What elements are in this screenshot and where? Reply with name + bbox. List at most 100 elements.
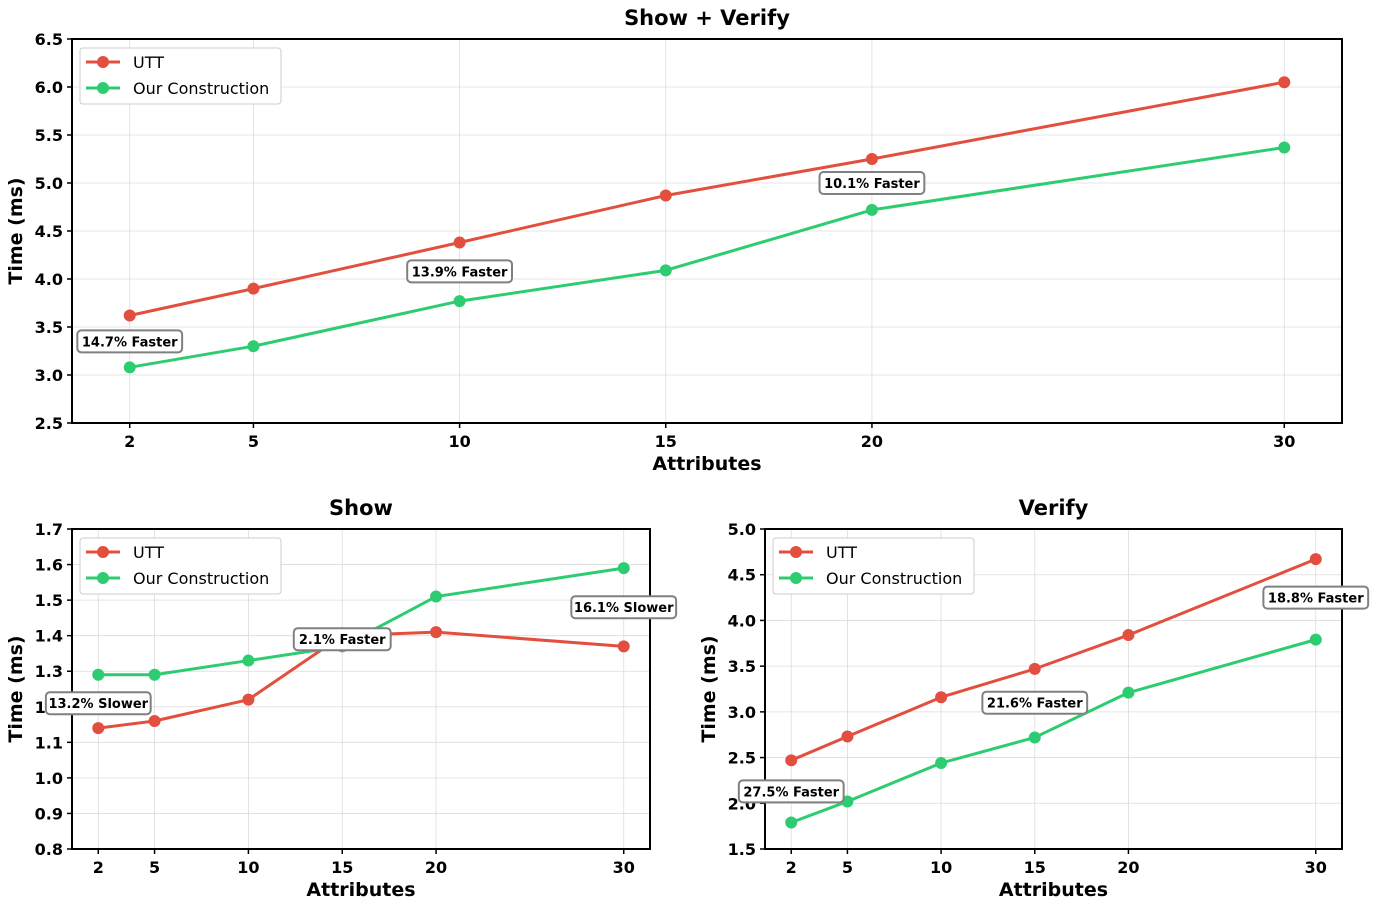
data-point-our-construction	[1028, 731, 1041, 744]
x-tick-label: 10	[237, 858, 259, 877]
legend-label: Our Construction	[133, 569, 269, 588]
x-axis-label: Attributes	[652, 453, 761, 475]
annotation: 21.6% Faster	[981, 690, 1089, 715]
data-point-our-construction	[659, 264, 672, 277]
x-tick-label: 30	[613, 858, 635, 877]
y-axis-label: Time (ms)	[5, 635, 27, 742]
legend-marker	[97, 546, 109, 558]
data-point-our-construction	[617, 562, 630, 575]
annotation-label: 16.1% Slower	[574, 601, 674, 616]
legend-marker	[97, 82, 109, 94]
data-point-our-construction	[123, 361, 136, 374]
annotation-label: 13.2% Slower	[48, 697, 148, 712]
data-point-our-construction	[935, 757, 948, 770]
x-axis-label: Attributes	[999, 879, 1108, 901]
data-point-our-construction	[148, 668, 161, 681]
series-line-utt	[98, 630, 624, 730]
legend-label: Our Construction	[133, 79, 269, 98]
series-line-utt	[129, 80, 1285, 317]
series-line-our-construction	[129, 145, 1285, 369]
data-point-utt	[247, 282, 260, 295]
y-tick-label: 1.1	[35, 733, 63, 752]
data-point-our-construction	[1122, 686, 1135, 699]
x-tick-label: 2	[93, 858, 104, 877]
plot-frame	[71, 528, 651, 850]
y-axis-label: Time (ms)	[698, 635, 720, 742]
data-point-utt	[148, 715, 161, 727]
legend-label: UTT	[133, 53, 164, 72]
data-point-utt	[430, 626, 443, 639]
legend-box	[772, 537, 975, 595]
y-tick-label: 6.5	[35, 30, 63, 49]
data-point-utt	[785, 754, 798, 767]
x-tick-label: 10	[930, 858, 952, 877]
x-tick-label: 2	[124, 432, 135, 451]
legend: UTT Our Construction	[79, 47, 282, 105]
legend-marker	[97, 56, 109, 68]
legend-box	[79, 537, 282, 595]
annotation: 18.8% Faster	[1262, 585, 1370, 610]
data-point-utt	[659, 189, 672, 202]
chart-panel-2: 25101520300.80.91.01.11.21.31.41.51.61.7…	[5, 496, 678, 901]
data-point-utt	[242, 693, 255, 706]
y-tick-label: 1.6	[35, 556, 63, 575]
chart-title: Verify	[1019, 496, 1089, 520]
x-tick-label: 20	[425, 858, 447, 877]
data-point-utt	[841, 730, 854, 743]
annotation: 14.7% Faster	[76, 329, 184, 354]
y-tick-label: 5.0	[728, 520, 756, 539]
x-tick-label: 5	[248, 432, 259, 451]
annotation: 13.2% Slower	[44, 691, 152, 716]
chart-title: Show	[329, 496, 393, 520]
y-tick-label: 1.5	[728, 840, 756, 859]
x-tick-label: 5	[149, 858, 160, 877]
annotation-box	[818, 171, 926, 195]
y-tick-label: 2.5	[35, 414, 63, 433]
series-line-our-construction	[98, 566, 624, 677]
legend: UTT Our Construction	[772, 537, 975, 595]
chart-panel-3: 2 5 10 15 20 301.52.02.53.03.54.04.55.0Verify…	[698, 496, 1370, 901]
y-tick-label: 5.0	[35, 174, 63, 193]
x-axis-label: Attributes	[306, 879, 415, 901]
y-axis-label: Time (ms)	[5, 177, 27, 284]
y-tick-label: 5.5	[35, 126, 63, 145]
x-tick-label: 15	[1024, 858, 1046, 877]
series-line-utt	[790, 557, 1317, 762]
data-point-our-construction	[1278, 141, 1291, 154]
legend-marker	[97, 572, 109, 584]
annotation: 27.5% Faster	[737, 779, 845, 804]
chart-title: Show + Verify	[624, 6, 790, 30]
y-tick-label: 1.4	[35, 627, 63, 646]
y-tick-label: 4.0	[728, 611, 756, 630]
data-point-our-construction	[242, 654, 255, 667]
data-point-our-construction	[247, 340, 260, 353]
y-tick-label: 0.8	[35, 840, 63, 859]
data-point-our-construction	[430, 590, 443, 603]
x-tick-label: 30	[1305, 858, 1327, 877]
legend-label: UTT	[133, 543, 164, 562]
y-tick-label: 6.0	[35, 78, 63, 97]
data-point-our-construction	[453, 295, 466, 308]
annotation-label: 27.5% Faster	[743, 785, 839, 800]
annotation: 2.1% Faster	[292, 627, 392, 652]
plot-frame	[764, 528, 1343, 850]
y-tick-label: 3.0	[728, 703, 756, 722]
annotation-box	[292, 627, 392, 652]
annotation-box	[570, 595, 678, 620]
data-point-utt	[1309, 553, 1322, 566]
annotation-box	[406, 259, 513, 284]
legend-marker	[790, 546, 802, 558]
data-point-our-construction	[785, 816, 798, 829]
x-tick-label: 10	[448, 432, 470, 451]
data-point-utt	[1278, 76, 1291, 89]
annotation-label: 2.1% Faster	[299, 633, 386, 648]
data-point-our-construction	[865, 203, 878, 216]
y-tick-label: 3.5	[35, 318, 63, 337]
legend-box	[79, 47, 282, 105]
x-tick-label: 15	[331, 858, 353, 877]
legend-marker	[790, 572, 802, 584]
y-tick-label: 2.5	[728, 749, 756, 768]
annotation-box	[981, 690, 1089, 715]
y-tick-label: 4.0	[35, 270, 63, 289]
legend-label: Our Construction	[826, 569, 962, 588]
